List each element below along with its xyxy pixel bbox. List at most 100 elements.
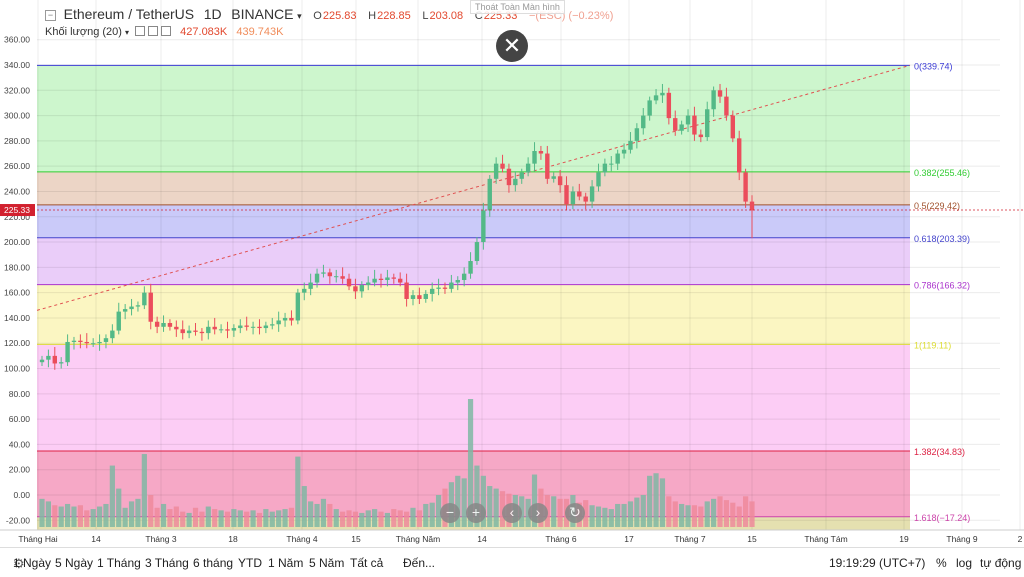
volume-bar	[128, 501, 135, 527]
candle	[525, 163, 531, 173]
volume-bar	[602, 507, 608, 527]
volume-bar	[231, 509, 237, 527]
candle	[436, 287, 441, 289]
volume-bar	[160, 503, 167, 527]
candle	[167, 323, 173, 327]
y-tick-label: 80.00	[9, 389, 31, 399]
volume-bar	[461, 478, 467, 527]
open-value: 225.83	[322, 10, 357, 22]
goto-date[interactable]: Đến...	[403, 556, 436, 570]
candle	[737, 138, 742, 173]
candle	[666, 92, 672, 119]
volume-bar	[237, 510, 243, 527]
close-icon[interactable]: ✕	[496, 30, 528, 62]
gear-icon[interactable]: ⚙	[13, 556, 25, 571]
auto-toggle[interactable]: tự động	[980, 556, 1022, 570]
volume-value: 427.083K	[180, 26, 228, 38]
x-tick-label: Tháng Năm	[396, 534, 440, 544]
candle	[500, 163, 505, 169]
exchange[interactable]: BINANCE	[231, 6, 294, 22]
reset-icon[interactable]: ↻	[565, 503, 585, 523]
range-3m[interactable]: 3 Tháng	[145, 556, 189, 570]
close-icon[interactable]	[161, 26, 172, 36]
fib-label: 1.382(34.83)	[914, 447, 965, 457]
volume-bar	[365, 510, 371, 527]
log-toggle[interactable]: log	[956, 556, 973, 570]
volume-bar	[691, 505, 698, 527]
symbol-name[interactable]: Ethereum / TetherUS	[63, 6, 195, 22]
candle	[596, 172, 601, 187]
zoom-in-icon[interactable]: +	[466, 503, 486, 523]
zoom-out-icon[interactable]: −	[440, 503, 460, 523]
candle	[717, 90, 723, 97]
volume-bar	[288, 507, 295, 527]
volume-label[interactable]: Khối lượng (20)	[45, 26, 122, 38]
candle	[238, 325, 243, 329]
candle	[455, 280, 460, 283]
volume-bar	[634, 497, 640, 527]
volume-bar	[148, 495, 154, 527]
fib-levels: 0(339.74) 0.382(255.46) 0.5(229.42) 0.618(2…	[37, 61, 970, 523]
clock[interactable]: 19:19:29 (UTC+7)	[829, 556, 926, 570]
candle	[103, 338, 109, 342]
collapse-icon[interactable]: −	[45, 10, 56, 21]
chevron-down-icon[interactable]: ▾	[125, 28, 130, 37]
range-5y[interactable]: 5 Năm	[309, 556, 345, 570]
candle	[551, 176, 556, 179]
candle	[340, 276, 345, 279]
candle	[404, 282, 409, 299]
y-tick-label: 200.00	[4, 237, 30, 247]
range-ytd[interactable]: YTD	[238, 556, 262, 570]
candle	[321, 272, 326, 274]
volume-bar	[346, 510, 352, 527]
low-value: 203.08	[429, 10, 464, 22]
range-5d[interactable]: 5 Ngày	[55, 556, 94, 570]
settings-icon[interactable]	[148, 26, 159, 36]
low-label: L	[422, 10, 429, 22]
candle	[519, 172, 524, 179]
candle	[679, 124, 684, 131]
volume-bar	[397, 510, 403, 527]
candle	[692, 115, 697, 135]
interval[interactable]: 1D	[203, 6, 222, 22]
candle	[429, 288, 435, 294]
scroll-right-icon[interactable]: ›	[528, 503, 548, 523]
range-1d[interactable]: 1 Ngày	[13, 556, 52, 570]
y-tick-label: 300.00	[4, 111, 30, 121]
trend-line	[36, 64, 911, 311]
volume-bar	[180, 511, 186, 527]
candle	[46, 355, 51, 360]
volume-bar	[723, 500, 730, 527]
y-tick-label: 140.00	[4, 313, 30, 323]
range-6m[interactable]: 6 tháng	[193, 556, 234, 570]
scroll-left-icon[interactable]: ‹	[502, 503, 522, 523]
candle	[263, 325, 269, 329]
eye-icon[interactable]	[135, 26, 146, 36]
volume-bar	[391, 509, 397, 527]
fib-label: 0.5(229.42)	[914, 201, 960, 211]
volume-bar	[672, 501, 678, 527]
chevron-down-icon[interactable]: ▾	[297, 11, 302, 21]
candle	[730, 115, 736, 139]
candle	[538, 151, 544, 154]
range-all[interactable]: Tất cả	[350, 556, 384, 570]
volume-bar	[320, 498, 327, 527]
x-tick-label: Tháng 9	[946, 534, 977, 544]
candle	[78, 340, 83, 342]
range-1y[interactable]: 1 Năm	[268, 556, 304, 570]
volume-bar	[416, 510, 422, 527]
candle	[634, 128, 640, 141]
candle	[135, 305, 141, 307]
candle	[282, 317, 288, 321]
volume-bar	[615, 503, 621, 527]
volume-bar	[71, 506, 77, 527]
fib-label: 1(119.11)	[914, 340, 951, 350]
percent-toggle[interactable]: %	[936, 556, 947, 570]
volume-bar	[212, 509, 218, 527]
range-1m[interactable]: 1 Tháng	[97, 556, 141, 570]
candle	[270, 324, 275, 326]
candle	[218, 329, 224, 331]
volume-bar	[135, 498, 141, 527]
y-tick-label: 40.00	[9, 439, 31, 449]
